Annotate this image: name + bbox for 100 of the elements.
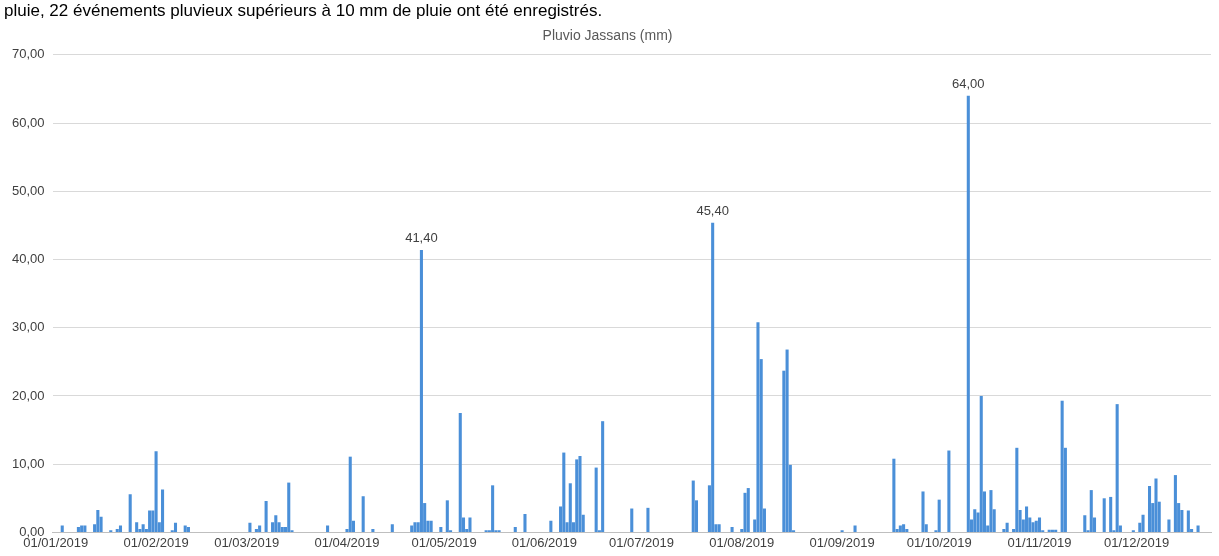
bar [445, 500, 449, 532]
bar [1015, 447, 1019, 532]
bar [947, 450, 951, 532]
y-tick-label: 70,00 [11, 46, 45, 62]
bar [280, 526, 284, 532]
bar [1167, 519, 1171, 532]
bar [410, 525, 414, 532]
bar [1083, 515, 1087, 532]
x-tick-label: 01/04/2019 [314, 534, 380, 550]
bar [898, 525, 902, 532]
bar [892, 458, 896, 532]
bar [80, 525, 84, 532]
bar [989, 490, 993, 532]
data-label: 45,40 [696, 202, 729, 218]
y-tick-label: 40,00 [11, 251, 45, 267]
bar [966, 95, 970, 532]
bar [287, 482, 291, 532]
bar [1109, 496, 1113, 532]
bar [1147, 486, 1152, 532]
text: pluie, 22 événements pluvieux supérieurs à 10 mm de pluie ont été enregistrés. [3, 0, 604, 22]
bar [264, 501, 268, 532]
bar [1173, 475, 1177, 532]
bar [601, 421, 605, 532]
bar [361, 496, 365, 532]
bar [1141, 514, 1145, 532]
bar [1037, 517, 1042, 532]
bar [248, 522, 252, 532]
bar [419, 249, 423, 532]
data-label: 41,40 [405, 230, 438, 246]
bar [141, 524, 145, 532]
bar [135, 522, 139, 532]
bar [711, 222, 715, 532]
y-tick-label: 50,00 [11, 182, 45, 198]
chart-title: Pluvio Jassans (mm) [542, 27, 673, 44]
bar [115, 528, 119, 532]
bar [853, 525, 857, 532]
bar [562, 452, 566, 532]
bar [937, 499, 941, 532]
bar [717, 524, 721, 532]
bar [646, 507, 650, 532]
bar [83, 525, 87, 532]
bar [458, 413, 462, 532]
bar [161, 489, 165, 532]
bar [371, 528, 375, 532]
bar [691, 480, 695, 532]
bar [258, 525, 262, 532]
bar [390, 524, 394, 532]
x-tick-label: 01/06/2019 [511, 534, 577, 550]
bar [60, 525, 64, 532]
bar [1089, 490, 1093, 532]
bar [491, 485, 495, 532]
y-tick-label: 10,00 [11, 455, 45, 471]
bar [921, 491, 925, 532]
bar [979, 395, 983, 532]
bar [413, 522, 417, 532]
bar [439, 526, 443, 532]
bar [905, 528, 909, 532]
bar [756, 322, 760, 532]
bar [568, 483, 572, 532]
bar [746, 488, 750, 532]
x-tick-label: 01/08/2019 [709, 534, 775, 550]
bar [76, 526, 80, 532]
x-tick-label: 01/09/2019 [809, 534, 875, 550]
bar [973, 509, 977, 532]
bar [1034, 520, 1038, 532]
bar [186, 526, 190, 532]
bar [523, 513, 527, 532]
y-tick-label: 20,00 [11, 387, 45, 403]
bar [575, 459, 579, 532]
bar [630, 508, 634, 532]
bar [154, 451, 158, 532]
bar [183, 525, 187, 532]
x-tick-label: 01/11/2019 [1007, 534, 1072, 550]
bar [1186, 510, 1190, 532]
bar [1154, 478, 1158, 532]
x-tick-label: 01/03/2019 [214, 534, 280, 550]
x-tick-label: 01/10/2019 [906, 534, 972, 550]
x-tick-label: 01/05/2019 [411, 534, 477, 550]
bar [902, 524, 906, 532]
bar [1005, 522, 1009, 532]
bar [128, 494, 132, 532]
bar [326, 525, 330, 532]
bar [254, 528, 258, 532]
bar [513, 526, 517, 532]
bar [730, 526, 734, 532]
y-tick-label: 60,00 [11, 114, 45, 130]
bar [1196, 525, 1200, 532]
x-tick-label: 01/12/2019 [1104, 534, 1170, 550]
bar [743, 492, 747, 532]
y-tick-label: 30,00 [11, 319, 45, 335]
data-label: 64,00 [952, 75, 985, 91]
x-tick-label: 01/02/2019 [123, 534, 189, 550]
bar [348, 456, 352, 532]
bar [1060, 400, 1064, 532]
bar [148, 510, 152, 532]
bar [274, 515, 278, 532]
bar [1025, 506, 1029, 532]
bar [468, 517, 472, 532]
bar [549, 520, 553, 532]
bar [96, 509, 100, 532]
